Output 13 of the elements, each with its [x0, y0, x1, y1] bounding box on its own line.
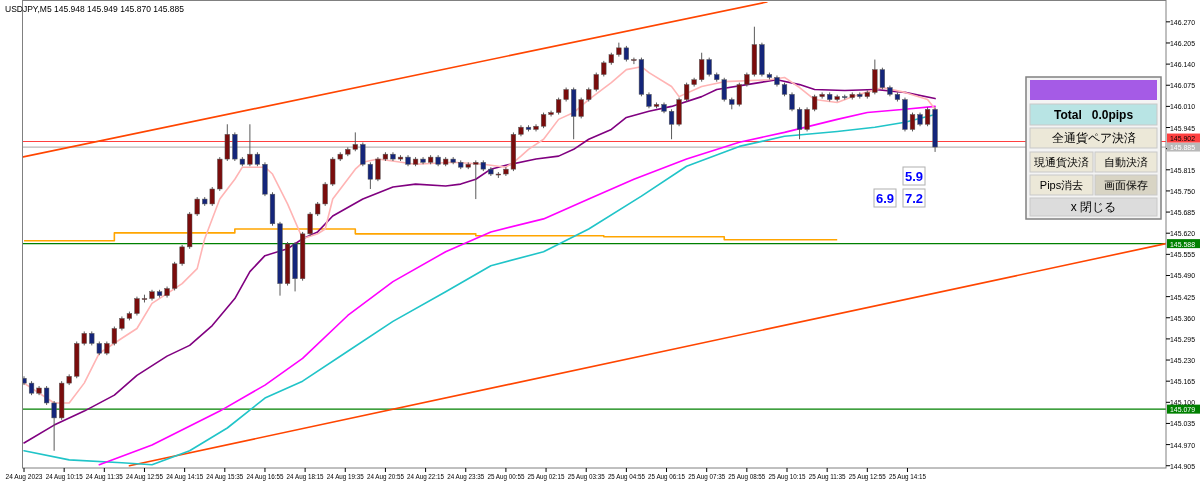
candlestick [909, 112, 916, 132]
annotation: 画面保存 [1104, 178, 1148, 191]
annotation: USDJPY,M5 145.948 145.949 145.870 145.885 [5, 4, 185, 14]
annotation: 現通貨決済 [1034, 155, 1089, 168]
annotation: 自動決済 [1104, 155, 1148, 168]
annotation: 5.9 [904, 169, 924, 184]
annotation: 7.2 [904, 191, 924, 206]
annotation: 全通貨ペア決済 [1051, 131, 1136, 146]
candlestick [789, 91, 795, 112]
annotation: Pips消去 [1039, 178, 1084, 191]
annotation: x 閉じる [1070, 200, 1117, 215]
annotation: Total 0.0pips [1053, 107, 1134, 122]
annotation: 6.9 [875, 191, 895, 206]
